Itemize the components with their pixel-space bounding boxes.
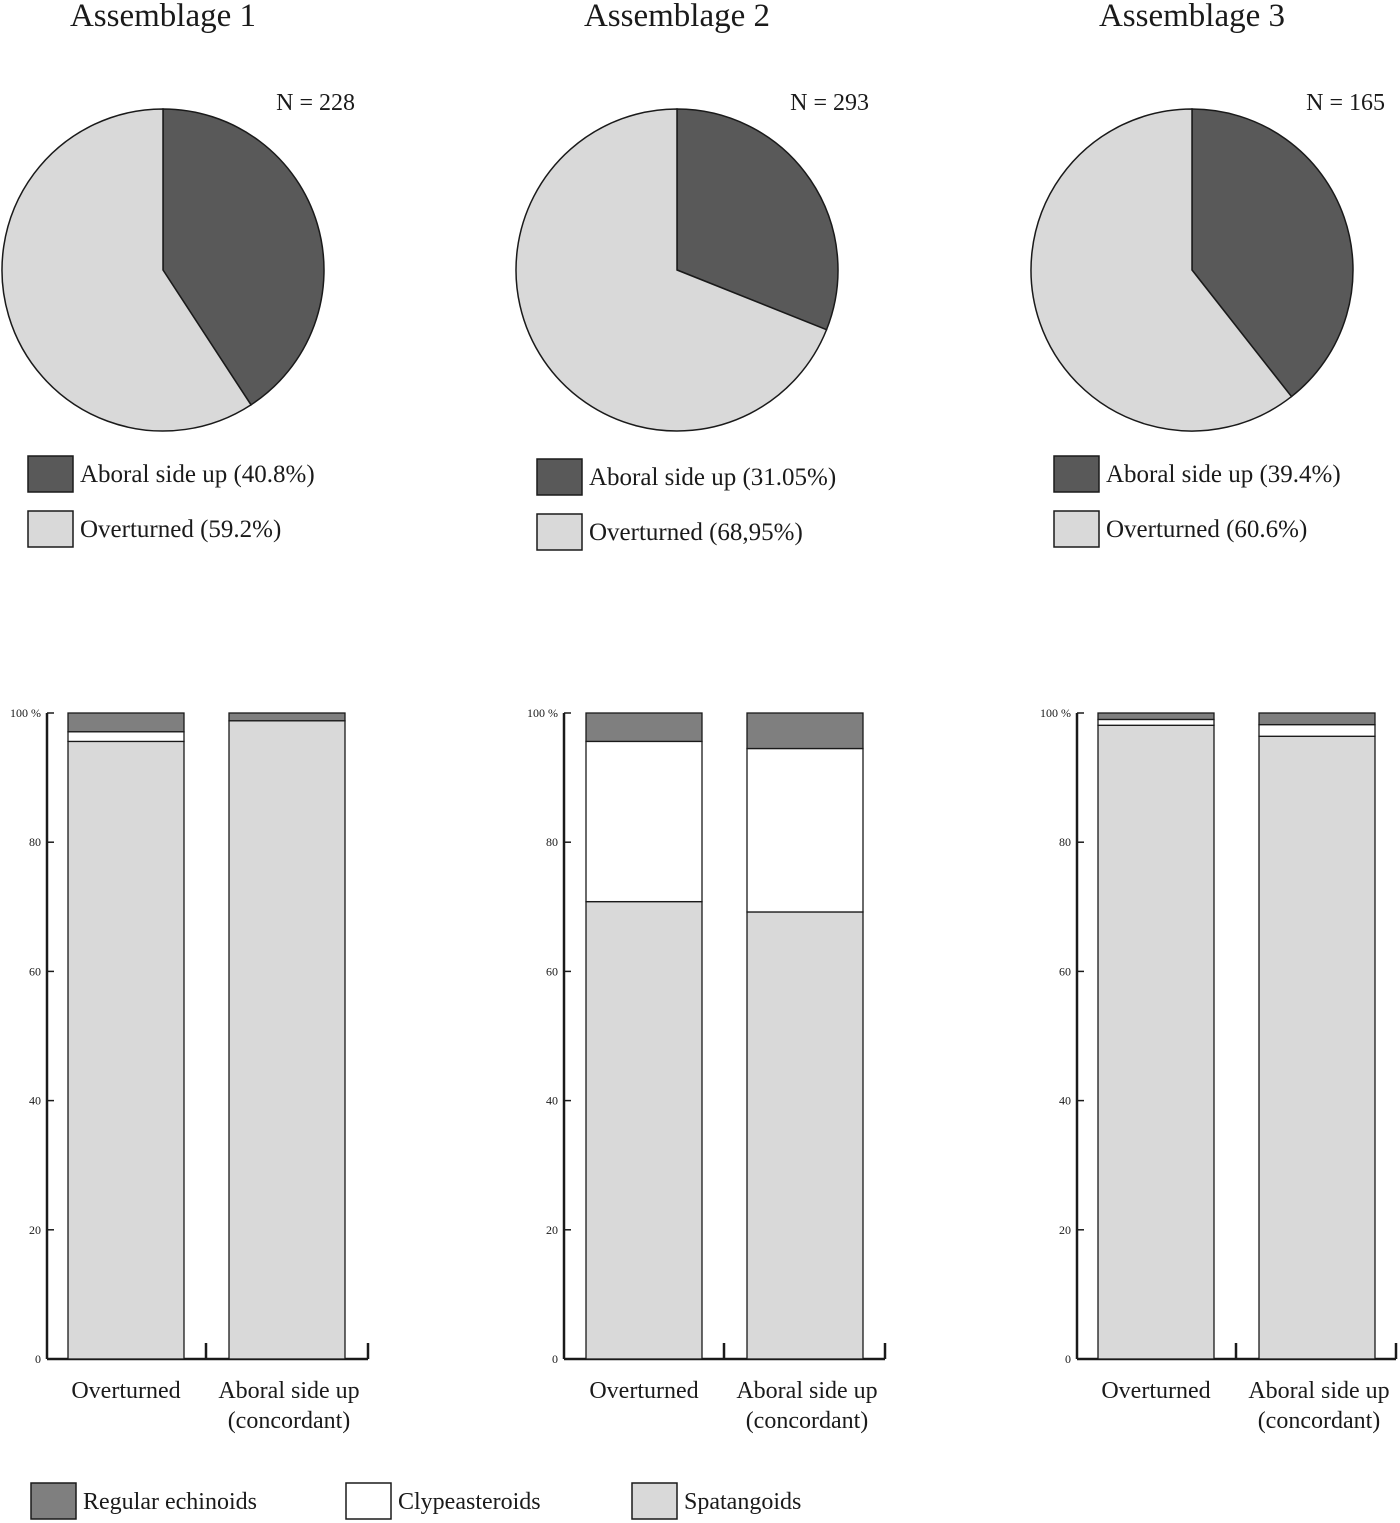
bar-segment-regular-echinoids (585, 712, 703, 743)
category-label: Aboral side up (1248, 1378, 1389, 1404)
bar-segment-spatangoids (746, 911, 864, 1360)
assemblage-2-bar-chart: 0 20 40 60 80 100 % Overturned Aboral side up (c… (527, 706, 887, 1434)
species-legend: Regular echinoids Clypeasteroids Spatang… (30, 1482, 801, 1520)
overturned-swatch (536, 513, 583, 551)
pie-slice-overturned (1, 108, 253, 432)
bar-segment-regular-echinoids (1258, 712, 1376, 726)
bar-segment-spatangoids (228, 720, 346, 1360)
y-tick-label: 20 (546, 1223, 558, 1237)
aboral-legend-label: Aboral side up (31.05%) (589, 464, 836, 491)
category-label-line2: (concordant) (746, 1408, 869, 1434)
pie-slice-overturned (1030, 108, 1293, 432)
assemblage-3-title: Assemblage 3 (1099, 0, 1285, 34)
pie-slice-aboral (1191, 108, 1354, 398)
category-label: Overturned (1101, 1378, 1210, 1404)
y-tick-label: 60 (1059, 964, 1071, 978)
assemblage-2-title: Assemblage 2 (584, 0, 770, 34)
assemblage-3-bar-chart: 0 20 40 60 80 100 % Overturned Aboral side up (c… (1040, 706, 1398, 1434)
pie-slice-aboral (676, 108, 839, 331)
assemblage-2-pie-legend: Aboral side up (31.05%) Overturned (68,9… (536, 458, 836, 551)
assemblage-3-n-label: N = 165 (1306, 90, 1385, 116)
bar-segment-clypeasteroids (67, 731, 185, 743)
y-tick-label: 20 (1059, 1223, 1071, 1237)
spatangoids-label: Spatangoids (684, 1489, 801, 1515)
y-tick-label: 40 (1059, 1094, 1071, 1108)
aboral-legend-label: Aboral side up (40.8%) (80, 461, 315, 488)
assemblage-2-n-label: N = 293 (790, 90, 869, 116)
pie-slice-overturned (515, 108, 828, 432)
bar-segment-clypeasteroids (746, 747, 864, 913)
aboral-swatch (1053, 455, 1100, 493)
aboral-swatch (536, 458, 583, 496)
category-label: Aboral side up (736, 1378, 877, 1404)
category-label: Overturned (589, 1378, 698, 1404)
y-tick-label: 0 (1065, 1352, 1071, 1366)
aboral-swatch (27, 455, 74, 493)
bar-segment-clypeasteroids (585, 740, 703, 903)
y-tick-label: 80 (1059, 835, 1071, 849)
y-tick-label: 40 (546, 1094, 558, 1108)
regular-echinoids-swatch (30, 1482, 77, 1520)
aboral-legend-label: Aboral side up (39.4%) (1106, 461, 1341, 488)
bar-segment-spatangoids (1097, 724, 1215, 1360)
y-tick-label: 100 % (527, 706, 558, 720)
bar-segment-regular-echinoids (1097, 712, 1215, 721)
overturned-legend-label: Overturned (68,95%) (589, 519, 803, 546)
category-label: Aboral side up (218, 1378, 359, 1404)
assemblage-3-pie (1030, 108, 1354, 432)
bar-segment-clypeasteroids (1097, 718, 1215, 726)
bar-segment-spatangoids (1258, 735, 1376, 1360)
spatangoids-swatch (631, 1482, 678, 1520)
category-label-line2: (concordant) (228, 1408, 351, 1434)
assemblage-2-pie (515, 108, 839, 432)
overturned-swatch (27, 510, 74, 548)
bar-segment-regular-echinoids (228, 712, 346, 722)
y-tick-label: 0 (552, 1352, 558, 1366)
assemblage-1-n-label: N = 228 (276, 90, 355, 116)
assemblage-1-title: Assemblage 1 (70, 0, 256, 34)
clypeasteroids-label: Clypeasteroids (398, 1489, 541, 1515)
bar-segment-clypeasteroids (1258, 723, 1376, 737)
overturned-swatch (1053, 510, 1100, 548)
y-tick-label: 60 (546, 964, 558, 978)
clypeasteroids-swatch (345, 1482, 392, 1520)
y-tick-label: 0 (35, 1352, 41, 1366)
bar-segment-regular-echinoids (746, 712, 864, 750)
y-tick-label: 60 (29, 964, 41, 978)
category-label: Overturned (71, 1378, 180, 1404)
y-tick-label: 100 % (10, 706, 41, 720)
y-tick-label: 20 (29, 1223, 41, 1237)
bar-segment-spatangoids (585, 900, 703, 1360)
assemblage-1-pie (1, 108, 325, 432)
category-label-line2: (concordant) (1258, 1408, 1381, 1434)
bar-segment-regular-echinoids (67, 712, 185, 733)
y-tick-label: 40 (29, 1094, 41, 1108)
y-tick-label: 80 (29, 835, 41, 849)
y-tick-label: 100 % (1040, 706, 1071, 720)
assemblage-1-bar-chart: 0 20 40 60 80 100 % Overturned Aboral side up (c… (10, 706, 370, 1434)
assemblage-1-pie-legend: Aboral side up (40.8%) Overturned (59.2%… (27, 455, 315, 548)
overturned-legend-label: Overturned (60.6%) (1106, 516, 1307, 543)
regular-echinoids-label: Regular echinoids (83, 1489, 257, 1515)
y-tick-label: 80 (546, 835, 558, 849)
bar-segment-spatangoids (67, 740, 185, 1360)
assemblage-3-pie-legend: Aboral side up (39.4%) Overturned (60.6%… (1053, 455, 1341, 548)
overturned-legend-label: Overturned (59.2%) (80, 516, 281, 543)
